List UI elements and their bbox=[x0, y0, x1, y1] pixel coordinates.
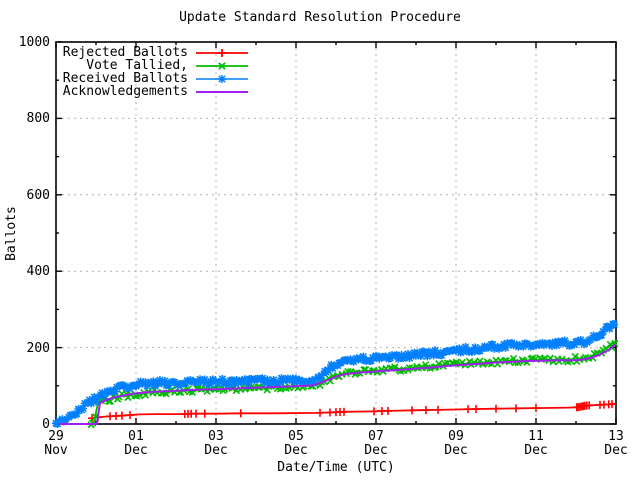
x-tick-label: 01 Dec bbox=[112, 430, 160, 458]
x-tick-label: 29 Nov bbox=[32, 430, 80, 458]
legend-sample-vote-tallied bbox=[195, 60, 249, 72]
legend-label-received-ballots: Received Ballots bbox=[62, 71, 188, 86]
x-tick-day: 29 bbox=[48, 429, 64, 444]
data-point-marker bbox=[161, 377, 169, 385]
data-point-marker bbox=[218, 375, 227, 383]
data-point-marker bbox=[610, 320, 618, 329]
y-tick-label: 200 bbox=[26, 340, 50, 356]
legend-sample-svg bbox=[196, 90, 248, 93]
data-point-marker bbox=[391, 363, 399, 371]
y-axis-title-wrap: Ballots bbox=[2, 42, 20, 424]
data-point-marker bbox=[421, 361, 430, 369]
legend-marker bbox=[218, 61, 226, 70]
legend-sample-received-ballots bbox=[195, 73, 249, 85]
data-point-marker bbox=[292, 375, 300, 383]
data-point-marker bbox=[561, 336, 569, 345]
data-point-marker bbox=[149, 377, 158, 386]
x-tick-label: 03 Dec bbox=[192, 430, 240, 458]
x-tick-month: Nov bbox=[44, 443, 68, 458]
data-point-marker bbox=[85, 396, 94, 404]
x-tick-month: Dec bbox=[524, 443, 548, 458]
legend-label-vote-tallied: Vote Tallied, bbox=[86, 58, 188, 73]
x-tick-month: Dec bbox=[604, 443, 628, 458]
legend-sample-line bbox=[196, 61, 248, 70]
legend-sample-svg bbox=[196, 74, 248, 83]
series-line bbox=[91, 402, 617, 420]
legend-label-rejected-ballots: Rejected Ballots bbox=[62, 45, 188, 60]
data-point-marker bbox=[89, 419, 97, 427]
series-markers bbox=[52, 320, 619, 428]
data-point-marker bbox=[471, 343, 479, 352]
y-tick-label: 0 bbox=[42, 417, 50, 432]
data-point-marker bbox=[106, 397, 114, 405]
data-point-marker bbox=[359, 352, 367, 361]
x-tick-label: 05 Dec bbox=[272, 430, 320, 458]
y-tick-label: 400 bbox=[26, 264, 50, 280]
x-tick-label: 07 Dec bbox=[352, 430, 400, 458]
series-acknowledgements bbox=[60, 343, 617, 425]
data-point-marker bbox=[571, 352, 579, 361]
series-received-ballots bbox=[52, 319, 619, 428]
series-rejected-ballots bbox=[88, 400, 617, 423]
x-axis-title: Date/Time (UTC) bbox=[277, 460, 395, 475]
x-tick-month: Dec bbox=[124, 443, 148, 458]
data-point-marker bbox=[509, 354, 518, 363]
data-point-marker bbox=[435, 360, 443, 368]
data-point-marker bbox=[431, 346, 439, 354]
x-tick-label: 13 Dec bbox=[592, 430, 640, 458]
legend-label-acknowledgements: Acknowledgements bbox=[62, 84, 188, 99]
legend: Rejected Ballots Vote Tallied, Received … bbox=[60, 46, 249, 98]
x-tick-day: 05 bbox=[288, 429, 304, 444]
y-tick-label: 600 bbox=[26, 187, 50, 203]
data-point-marker bbox=[522, 340, 531, 348]
data-point-marker bbox=[433, 349, 441, 358]
legend-row-acknowledgements: Acknowledgements bbox=[60, 85, 249, 98]
chart-title: Update Standard Resolution Procedure bbox=[179, 10, 461, 25]
data-point-marker bbox=[413, 349, 422, 357]
x-tick-month: Dec bbox=[284, 443, 308, 458]
legend-sample-line bbox=[196, 48, 248, 57]
legend-sample-svg bbox=[196, 48, 248, 57]
legend-sample-line bbox=[196, 74, 248, 83]
x-tick-label: 09 Dec bbox=[432, 430, 480, 458]
data-point-marker bbox=[489, 340, 497, 349]
y-tick-label: 800 bbox=[26, 111, 50, 127]
y-tick-label: 1000 bbox=[18, 35, 50, 50]
x-tick-month: Dec bbox=[204, 443, 228, 458]
data-point-marker bbox=[606, 340, 615, 349]
data-point-marker bbox=[170, 378, 179, 387]
legend-sample-acknowledgements bbox=[195, 86, 249, 98]
legend-sample-svg bbox=[196, 61, 248, 70]
legend-sample-rejected-ballots bbox=[195, 47, 249, 59]
legend-row-received: Received Ballots bbox=[60, 72, 249, 85]
legend-row-tallied: Vote Tallied, bbox=[60, 59, 249, 72]
data-point-marker bbox=[452, 358, 461, 366]
x-tick-day: 07 bbox=[368, 429, 384, 444]
x-tick-day: 13 bbox=[608, 429, 624, 444]
x-tick-day: 09 bbox=[448, 429, 464, 444]
data-point-marker bbox=[209, 375, 217, 384]
series-line bbox=[60, 343, 617, 425]
x-tick-month: Dec bbox=[364, 443, 388, 458]
data-point-marker bbox=[201, 375, 209, 384]
x-tick-day: 01 bbox=[128, 429, 144, 444]
x-tick-label: 11 Dec bbox=[512, 430, 560, 458]
series-markers bbox=[88, 400, 616, 423]
x-tick-month: Dec bbox=[444, 443, 468, 458]
x-tick-day: 11 bbox=[528, 429, 544, 444]
legend-row-rejected: Rejected Ballots bbox=[60, 46, 249, 59]
legend-marker bbox=[218, 74, 226, 83]
x-tick-day: 03 bbox=[208, 429, 224, 444]
data-point-marker bbox=[461, 343, 470, 351]
y-axis-title: Ballots bbox=[3, 205, 19, 261]
